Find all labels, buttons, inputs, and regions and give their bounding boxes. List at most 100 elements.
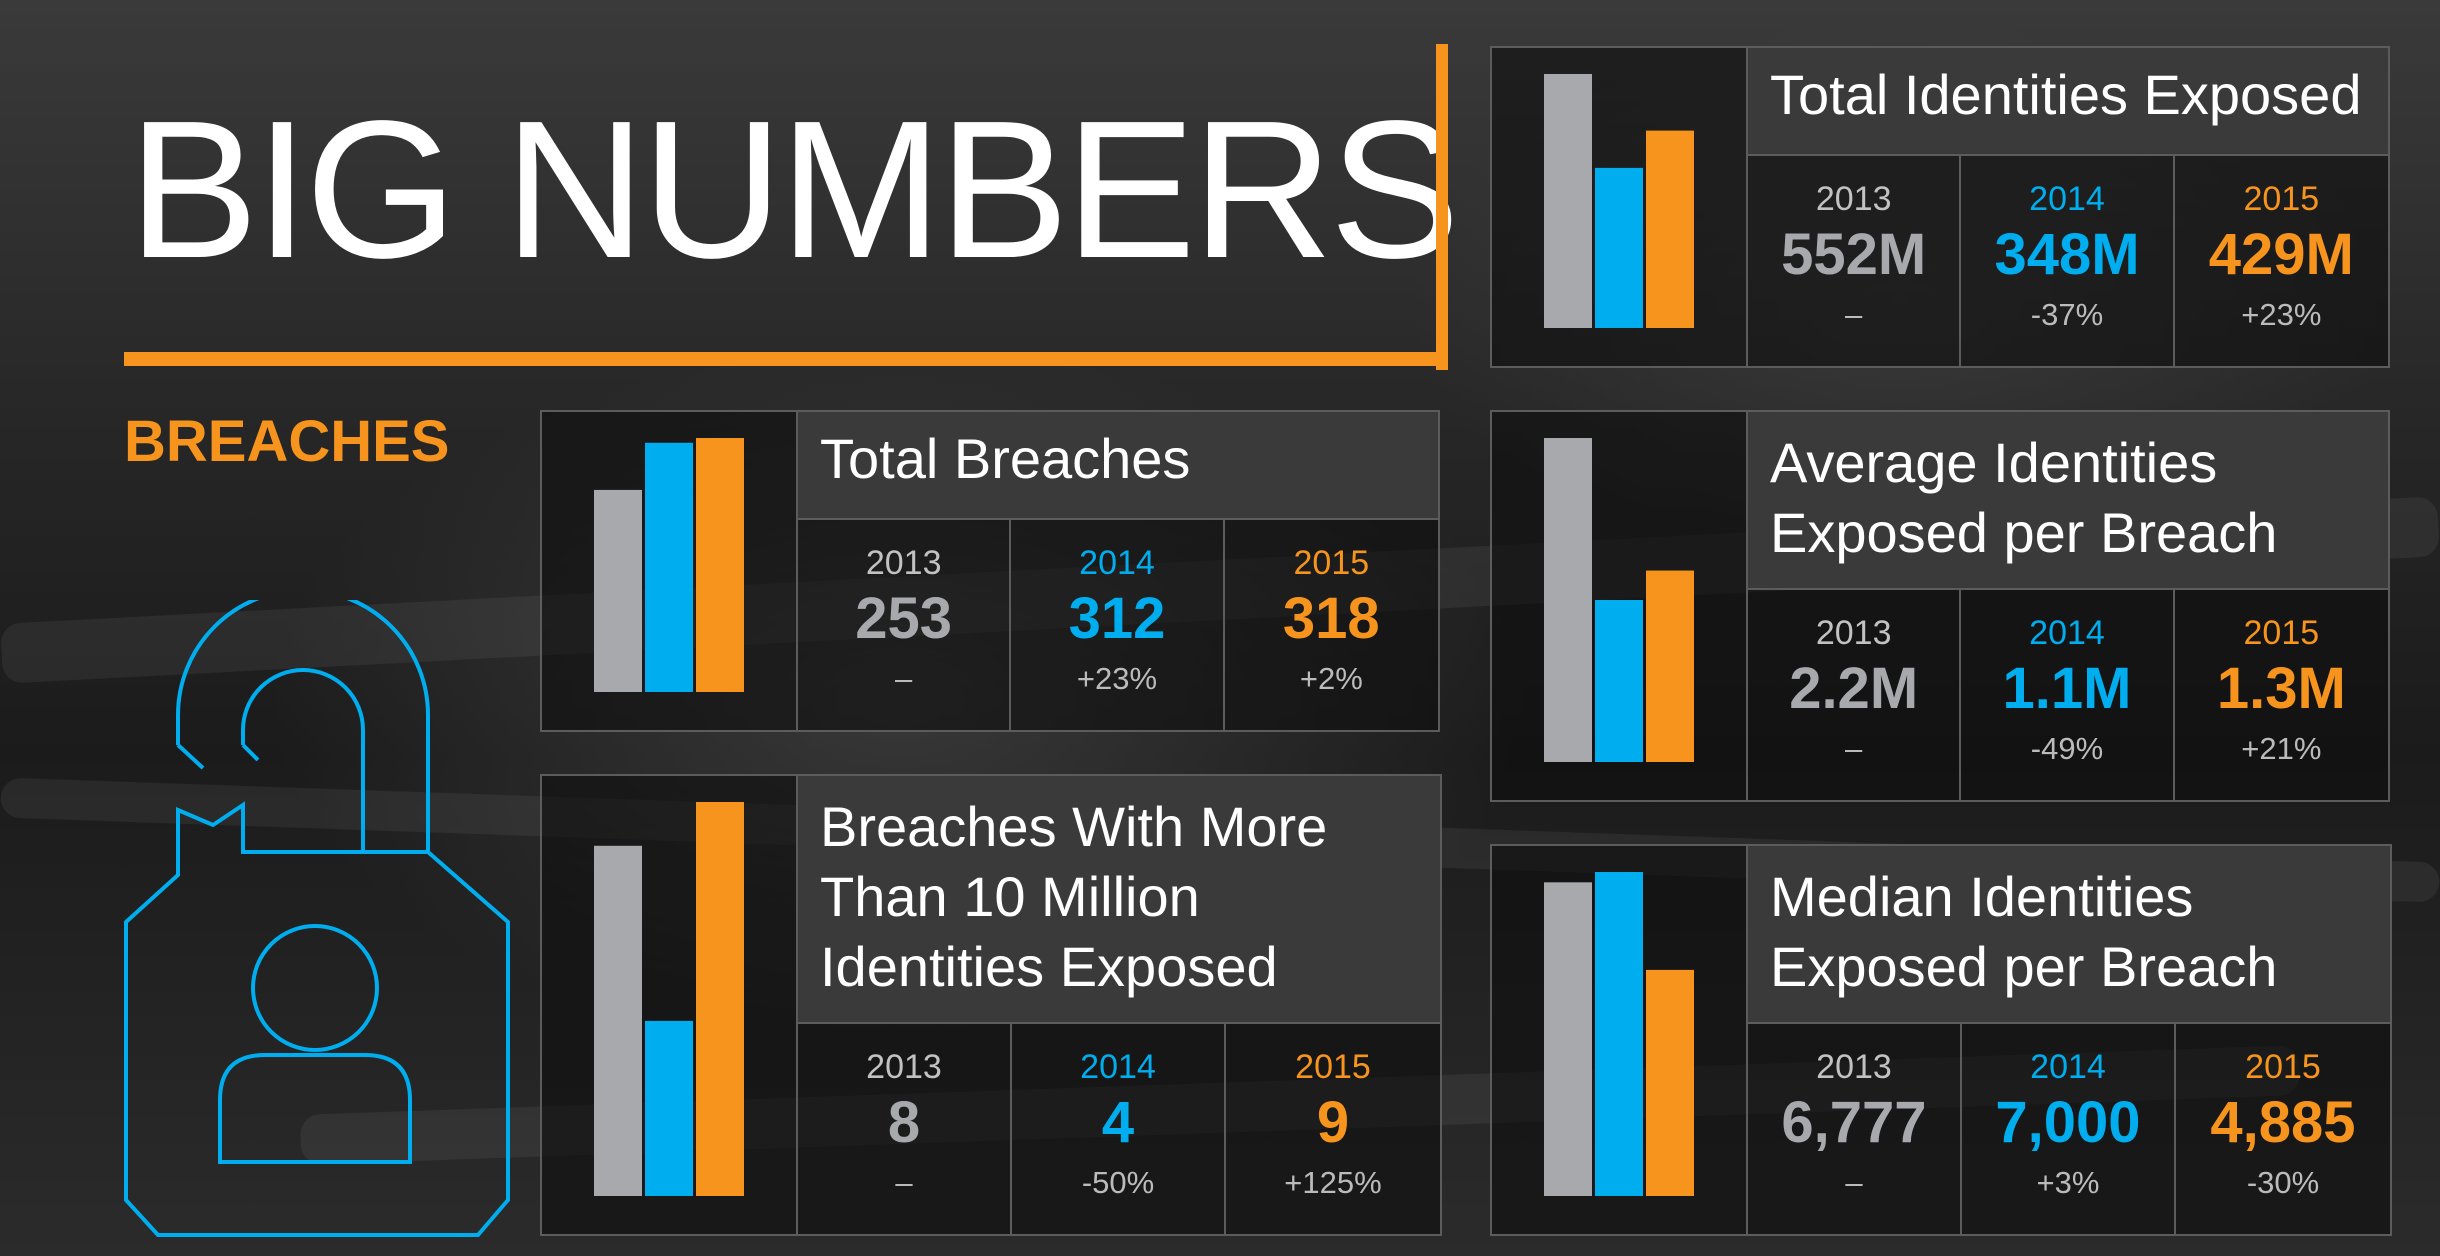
- stat-value: 8: [887, 1090, 921, 1155]
- stat-change: -49%: [2030, 730, 2104, 766]
- stat-value: 348M: [1994, 222, 2140, 287]
- stat-value: 429M: [2208, 222, 2354, 287]
- bar-chart-svg: [594, 438, 744, 692]
- stat-2013: 2013 6,777 –: [1748, 1024, 1962, 1234]
- panel-median-identities: Median Identities Exposed per Breach 201…: [1490, 844, 2392, 1236]
- bar-chart-svg: [1544, 872, 1694, 1196]
- bar-2015: [696, 438, 744, 692]
- stat-year: 2014: [2029, 180, 2105, 218]
- bar-2013: [594, 489, 642, 692]
- unlocked-padlock-person-icon: [124, 600, 510, 1237]
- stat-value: 4: [1101, 1090, 1135, 1155]
- stat-change: +21%: [2241, 730, 2322, 766]
- stat-2015: 2015 9 +125%: [1226, 1024, 1440, 1234]
- panel-title: Median Identities Exposed per Breach: [1748, 846, 2390, 1024]
- stat-2014: 2014 4 -50%: [1012, 1024, 1226, 1234]
- bar-2015: [1646, 130, 1694, 328]
- stat-year: 2014: [2029, 614, 2105, 652]
- bar-chart: [1492, 846, 1748, 1234]
- stat-2013: 2013 253 –: [798, 520, 1012, 730]
- stat-value: 4,885: [2210, 1090, 2356, 1155]
- bar-2013: [1544, 438, 1592, 762]
- stat-year: 2014: [2030, 1048, 2106, 1086]
- stat-year: 2013: [866, 1048, 942, 1086]
- stat-value: 253: [855, 586, 953, 651]
- stat-change: +125%: [1284, 1164, 1382, 1200]
- bar-2013: [1544, 74, 1592, 328]
- stat-year: 2015: [1293, 544, 1370, 582]
- stat-year: 2015: [1295, 1048, 1371, 1086]
- bar-2014: [1595, 600, 1643, 762]
- stat-year: 2013: [1815, 180, 1892, 218]
- stat-value: 318: [1282, 586, 1380, 651]
- stat-2015: 2015 1.3M +21%: [2175, 590, 2388, 800]
- stat-2015: 2015 429M +23%: [2175, 156, 2388, 366]
- panel-title: Breaches With More Than 10 Million Ident…: [798, 776, 1440, 1024]
- stat-change: +23%: [1076, 660, 1158, 696]
- bar-chart: [1492, 48, 1748, 366]
- stat-value: 9: [1316, 1090, 1350, 1155]
- stat-change: –: [1845, 1164, 1863, 1200]
- stat-change: -37%: [2030, 296, 2104, 332]
- bar-chart: [542, 776, 798, 1234]
- bar-chart: [542, 412, 798, 730]
- bar-chart: [1492, 412, 1748, 800]
- stat-change: –: [1845, 730, 1863, 766]
- stat-change: -30%: [2246, 1164, 2320, 1200]
- stat-change: –: [895, 1164, 913, 1200]
- stat-year: 2013: [865, 544, 942, 582]
- stat-2013: 2013 2.2M –: [1748, 590, 1962, 800]
- stat-value: 7,000: [1995, 1090, 2141, 1155]
- bar-2014: [1595, 167, 1643, 328]
- bar-2014: [1595, 872, 1643, 1196]
- panel-title: Total Identities Exposed: [1748, 48, 2388, 156]
- bar-2014: [645, 442, 693, 692]
- panel-total-breaches: Total Breaches 2013 253 – 2014 312 +23% …: [540, 410, 1440, 732]
- bar-chart-svg: [1544, 74, 1694, 328]
- stat-change: +23%: [2241, 296, 2322, 332]
- stat-year: 2014: [1079, 544, 1155, 582]
- stat-2013: 2013 552M –: [1748, 156, 1962, 366]
- stat-year: 2013: [1815, 614, 1892, 652]
- panel-average-identities: Average Identities Exposed per Breach 20…: [1490, 410, 2390, 802]
- panel-total-identities: Total Identities Exposed 2013 552M – 201…: [1490, 46, 2390, 368]
- stat-change: –: [1845, 296, 1863, 332]
- title-frame-vertical: [1436, 44, 1448, 370]
- stat-2015: 2015 318 +2%: [1225, 520, 1438, 730]
- stat-change: +3%: [2036, 1164, 2100, 1200]
- panel-breaches-10m: Breaches With More Than 10 Million Ident…: [540, 774, 1442, 1236]
- stat-value: 552M: [1781, 222, 1927, 287]
- page-title: BIG NUMBERS: [128, 80, 1460, 299]
- bar-chart-svg: [1544, 438, 1694, 762]
- stat-value: 2.2M: [1789, 656, 1919, 721]
- stat-year: 2015: [2245, 1048, 2321, 1086]
- panel-title: Average Identities Exposed per Breach: [1748, 412, 2388, 590]
- stat-value: 1.3M: [2216, 656, 2346, 721]
- stat-change: –: [895, 660, 913, 696]
- stat-value: 312: [1068, 586, 1166, 651]
- stat-2015: 2015 4,885 -30%: [2176, 1024, 2390, 1234]
- stat-year: 2015: [2243, 180, 2320, 218]
- bar-2013: [1544, 882, 1592, 1196]
- bar-chart-svg: [594, 802, 744, 1196]
- bar-2014: [645, 1020, 693, 1196]
- stat-year: 2014: [1080, 1048, 1156, 1086]
- bar-2013: [594, 845, 642, 1196]
- bar-2015: [1646, 969, 1694, 1196]
- bar-2015: [1646, 570, 1694, 762]
- stat-2014: 2014 7,000 +3%: [1962, 1024, 2176, 1234]
- stat-2013: 2013 8 –: [798, 1024, 1012, 1234]
- stat-change: -50%: [1081, 1164, 1155, 1200]
- title-frame-horizontal: [124, 352, 1448, 366]
- stat-2014: 2014 312 +23%: [1011, 520, 1225, 730]
- section-label: BREACHES: [124, 409, 450, 474]
- stat-value: 6,777: [1781, 1090, 1927, 1155]
- stat-2014: 2014 1.1M -49%: [1961, 590, 2175, 800]
- bar-2015: [696, 802, 744, 1196]
- stat-year: 2015: [2243, 614, 2320, 652]
- stat-2014: 2014 348M -37%: [1961, 156, 2175, 366]
- stat-change: +2%: [1299, 660, 1363, 696]
- panel-title: Total Breaches: [798, 412, 1438, 520]
- stat-year: 2013: [1816, 1048, 1892, 1086]
- stat-value: 1.1M: [2002, 656, 2132, 721]
